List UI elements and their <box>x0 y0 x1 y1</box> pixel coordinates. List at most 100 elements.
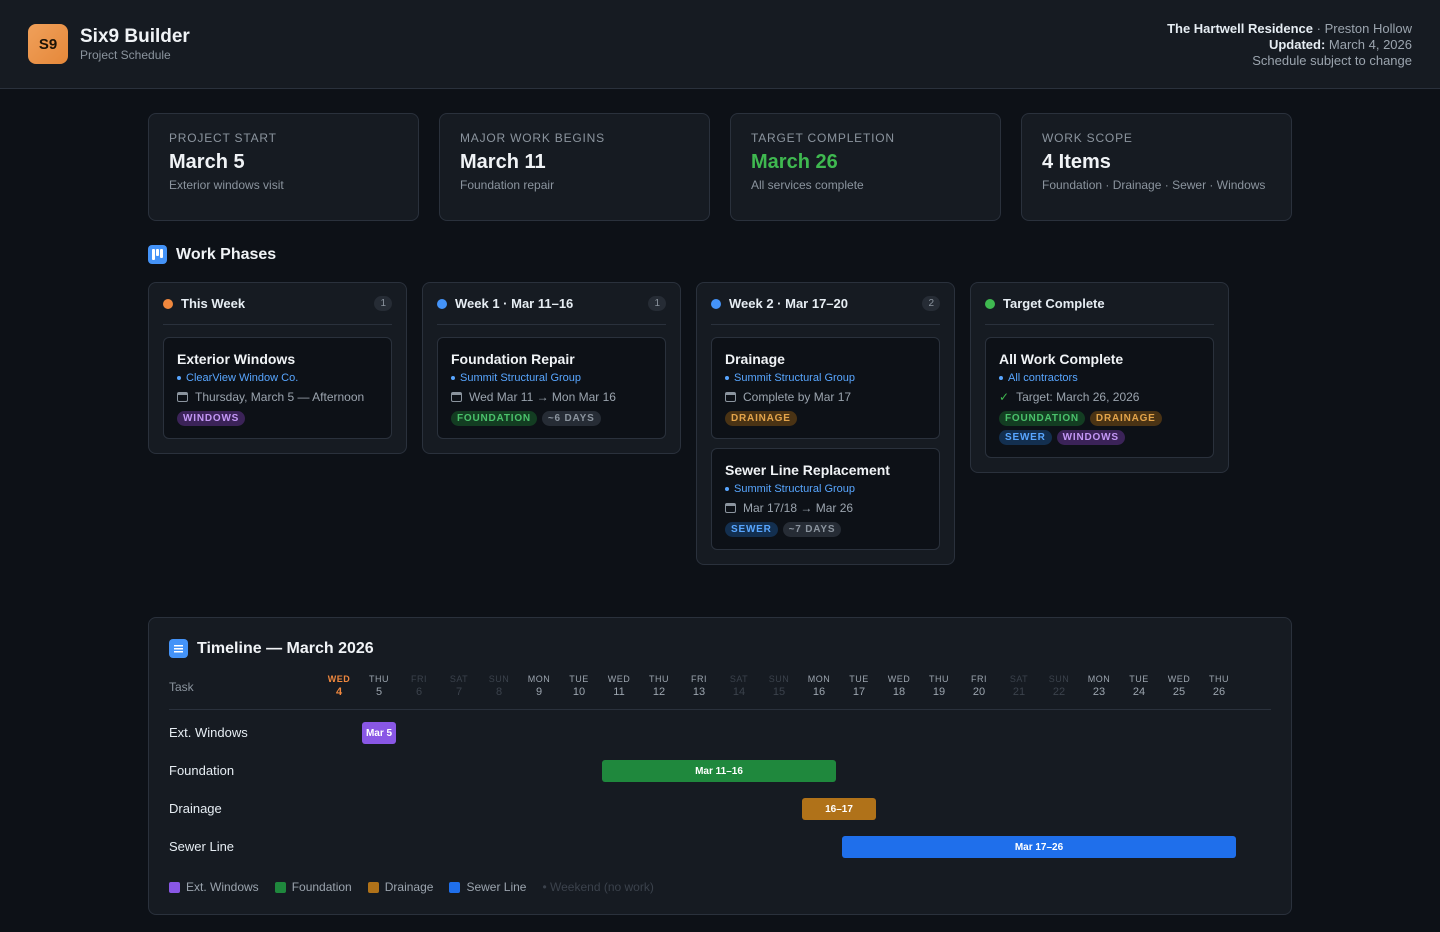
gantt-bar[interactable]: Mar 5 <box>362 722 396 744</box>
timeline-panel: Timeline — March 2026 Task WED 4 THU 5 FRI 6 S… <box>148 617 1292 915</box>
day-column-header: FRI 20 <box>959 674 999 698</box>
card-date: Wed Mar 11 → Mon Mar 16 <box>451 390 652 404</box>
count-badge: 1 <box>648 296 666 311</box>
tag-foundation: FOUNDATION <box>999 411 1085 426</box>
day-column-header: MON 23 <box>1079 674 1119 698</box>
day-column-header: SAT 14 <box>719 674 759 698</box>
schedule-note: Schedule subject to change <box>1252 53 1412 68</box>
card-date: Complete by Mar 17 <box>725 390 926 404</box>
column-header: Week 2 · Mar 17–20 2 <box>711 283 940 325</box>
kanban-icon <box>148 245 167 264</box>
day-name: SUN <box>1048 674 1070 684</box>
day-name: FRI <box>691 674 707 684</box>
day-number: 5 <box>375 686 383 698</box>
day-column-header: FRI 6 <box>399 674 439 698</box>
updated-value: March 4, 2026 <box>1325 37 1412 52</box>
day-name: WED <box>1167 674 1191 684</box>
day-number: 19 <box>932 686 946 698</box>
day-column-header: SAT 21 <box>999 674 1039 698</box>
day-name: FRI <box>971 674 987 684</box>
work-phases-heading: Work Phases <box>148 245 276 264</box>
legend-label: Ext. Windows <box>186 880 259 894</box>
column-title: Week 1 · Mar 11–16 <box>455 296 574 311</box>
legend-swatch <box>367 881 379 893</box>
day-number: 24 <box>1132 686 1146 698</box>
tag-duration: ~6 DAYS <box>541 411 601 426</box>
header-divider <box>169 709 1271 710</box>
day-number: 26 <box>1212 686 1226 698</box>
section-title: Work Phases <box>176 245 277 263</box>
day-column-header: WED 25 <box>1159 674 1199 698</box>
column-header: Week 1 · Mar 11–16 1 <box>437 283 666 325</box>
tag-sewer: SEWER <box>725 522 778 537</box>
project-area: · Preston Hollow <box>1313 21 1412 36</box>
phase-column-week-1: Week 1 · Mar 11–16 1 Foundation Repair S… <box>422 282 681 454</box>
card-title: All Work Complete <box>999 351 1124 367</box>
gantt-bar[interactable]: Mar 11–16 <box>602 760 836 782</box>
phase-column-week-2: Week 2 · Mar 17–20 2 Drainage Summit Str… <box>696 282 955 565</box>
day-name: WED <box>887 674 911 684</box>
tag-list: FOUNDATION ~6 DAYS <box>451 411 652 426</box>
day-name: THU <box>649 674 669 684</box>
contractor-name: Summit Structural Group <box>725 483 926 495</box>
day-number: 8 <box>495 686 503 698</box>
legend-item: Ext. Windows <box>169 880 259 894</box>
task-card[interactable]: Foundation Repair Summit Structural Grou… <box>437 337 666 439</box>
project-line: The Hartwell Residence · Preston Hollow <box>1167 21 1412 37</box>
date-text: Thursday, March 5 — Afternoon <box>195 390 365 404</box>
task-card[interactable]: Exterior Windows ClearView Window Co. Th… <box>163 337 392 439</box>
day-column-header: SUN 22 <box>1039 674 1079 698</box>
legend-item: Foundation <box>274 880 352 894</box>
card-title: Drainage <box>725 351 785 367</box>
day-name: TUE <box>569 674 589 684</box>
day-name: WED <box>327 674 351 684</box>
tag-drainage: DRAINAGE <box>725 411 797 426</box>
project-meta: The Hartwell Residence · Preston Hollow … <box>1167 21 1412 69</box>
phase-column-this-week: This Week 1 Exterior Windows ClearView W… <box>148 282 407 454</box>
stat-desc: All services complete <box>751 178 864 192</box>
tag-list: DRAINAGE <box>725 411 926 426</box>
day-number: 10 <box>572 686 586 698</box>
count-badge: 2 <box>922 296 940 311</box>
task-card[interactable]: Drainage Summit Structural Group Complet… <box>711 337 940 439</box>
card-date: ✓ Target: March 26, 2026 <box>999 390 1200 404</box>
date-text: Complete by Mar 17 <box>743 390 852 404</box>
stat-desc: Foundation · Drainage · Sewer · Windows <box>1042 178 1266 192</box>
tag-list: FOUNDATION DRAINAGE SEWER WINDOWS <box>999 411 1200 445</box>
tag-duration: ~7 DAYS <box>782 522 842 537</box>
gantt-bar[interactable]: Mar 17–26 <box>842 836 1236 858</box>
column-title: Target Complete <box>1003 296 1105 311</box>
day-name: TUE <box>849 674 869 684</box>
contractor-name: Summit Structural Group <box>725 372 926 384</box>
column-title: Week 2 · Mar 17–20 <box>729 296 848 311</box>
day-number: 17 <box>852 686 866 698</box>
day-name: THU <box>369 674 389 684</box>
day-column-header: WED 11 <box>599 674 639 698</box>
tag-windows: WINDOWS <box>1056 430 1125 445</box>
calendar-icon <box>177 392 188 402</box>
day-name: THU <box>1209 674 1229 684</box>
day-column-header: THU 12 <box>639 674 679 698</box>
legend-item: Drainage <box>367 880 433 894</box>
day-name: MON <box>527 674 551 684</box>
day-column-header: FRI 13 <box>679 674 719 698</box>
task-column-header: Task <box>169 680 194 694</box>
task-card[interactable]: Sewer Line Replacement Summit Structural… <box>711 448 940 550</box>
day-column-header: WED 18 <box>879 674 919 698</box>
day-column-header: THU 5 <box>359 674 399 698</box>
day-number: 22 <box>1052 686 1066 698</box>
stat-card-work-scope: WORK SCOPE 4 Items Foundation · Drainage… <box>1021 113 1292 221</box>
stat-card-target-completion: TARGET COMPLETION March 26 All services … <box>730 113 1001 221</box>
day-name: MON <box>1087 674 1111 684</box>
day-column-header: SUN 15 <box>759 674 799 698</box>
day-number: 7 <box>455 686 463 698</box>
day-column-header: WED 4 <box>319 674 359 698</box>
day-number: 21 <box>1012 686 1026 698</box>
project-name: The Hartwell Residence <box>1167 21 1314 36</box>
calendar-icon <box>451 392 462 402</box>
gantt-bar[interactable]: 16–17 <box>802 798 876 820</box>
task-card[interactable]: All Work Complete All contractors ✓ Targe… <box>985 337 1214 458</box>
gantt-task-label: Foundation <box>169 763 235 778</box>
stat-card-major-work: MAJOR WORK BEGINS March 11 Foundation re… <box>439 113 710 221</box>
updated-label: Updated: <box>1268 37 1326 52</box>
